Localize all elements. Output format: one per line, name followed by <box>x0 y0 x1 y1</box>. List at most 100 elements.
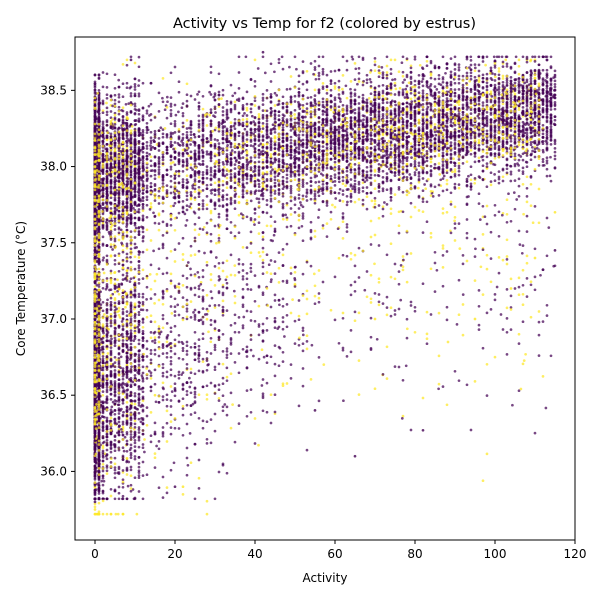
point-non-estrus <box>221 462 225 466</box>
point-estrus <box>505 238 509 242</box>
point-non-estrus <box>469 55 473 59</box>
point-non-estrus <box>421 77 425 81</box>
point-estrus <box>389 58 393 62</box>
point-non-estrus <box>221 118 225 122</box>
point-estrus <box>201 107 205 111</box>
point-non-estrus <box>153 221 157 225</box>
point-non-estrus <box>445 171 449 175</box>
point-non-estrus <box>241 287 245 291</box>
point-non-estrus <box>149 434 153 438</box>
point-non-estrus <box>361 114 365 117</box>
point-non-estrus <box>169 413 173 417</box>
point-estrus <box>189 254 193 257</box>
point-estrus <box>169 420 173 423</box>
point-non-estrus <box>213 327 217 330</box>
point-estrus <box>169 249 173 253</box>
point-non-estrus <box>457 77 461 81</box>
point-non-estrus <box>505 142 509 145</box>
point-non-estrus <box>165 173 169 177</box>
point-non-estrus <box>265 116 269 120</box>
point-non-estrus <box>253 442 257 445</box>
point-non-estrus <box>197 295 201 299</box>
point-estrus <box>451 110 455 114</box>
point-non-estrus <box>509 76 513 79</box>
point-non-estrus <box>253 223 256 226</box>
point-non-estrus <box>509 170 513 174</box>
point-non-estrus <box>544 406 548 410</box>
point-non-estrus <box>193 387 197 390</box>
point-non-estrus <box>113 111 117 115</box>
point-non-estrus <box>529 141 533 144</box>
point-non-estrus <box>161 209 165 213</box>
point-estrus <box>253 58 257 62</box>
point-non-estrus <box>270 278 273 281</box>
point-estrus <box>189 196 193 200</box>
point-estrus <box>161 381 165 385</box>
point-non-estrus <box>133 426 137 429</box>
point-non-estrus <box>497 93 501 96</box>
point-estrus <box>325 137 329 141</box>
point-non-estrus <box>483 215 487 219</box>
point-non-estrus <box>221 168 225 171</box>
point-non-estrus <box>153 173 157 177</box>
point-non-estrus <box>193 345 197 349</box>
point-non-estrus <box>393 159 397 162</box>
point-estrus <box>465 160 469 164</box>
point-estrus <box>521 268 525 272</box>
point-non-estrus <box>197 101 201 105</box>
point-non-estrus <box>525 195 529 198</box>
point-non-estrus <box>122 449 126 453</box>
point-non-estrus <box>121 301 125 305</box>
point-estrus <box>133 402 137 406</box>
point-estrus <box>429 160 433 164</box>
point-non-estrus <box>433 290 437 293</box>
point-non-estrus <box>273 91 277 95</box>
point-non-estrus <box>193 286 197 290</box>
point-non-estrus <box>233 313 237 317</box>
point-non-estrus <box>105 113 109 117</box>
point-estrus <box>129 474 133 478</box>
point-estrus <box>109 313 113 316</box>
point-non-estrus <box>400 61 404 65</box>
point-non-estrus <box>110 405 114 409</box>
point-non-estrus <box>525 60 529 64</box>
point-non-estrus <box>261 160 265 164</box>
point-non-estrus <box>237 316 241 319</box>
point-non-estrus <box>261 103 265 106</box>
point-non-estrus <box>169 279 173 283</box>
point-non-estrus <box>173 248 177 251</box>
point-non-estrus <box>477 112 481 116</box>
point-non-estrus <box>133 83 137 86</box>
point-estrus <box>113 121 117 124</box>
point-estrus <box>537 187 541 191</box>
point-estrus <box>121 63 125 66</box>
point-estrus <box>537 221 541 225</box>
point-non-estrus <box>317 77 321 81</box>
point-non-estrus <box>165 404 169 408</box>
point-non-estrus <box>165 256 169 260</box>
point-non-estrus <box>253 184 257 188</box>
point-non-estrus <box>309 176 313 180</box>
point-estrus <box>252 220 256 224</box>
point-non-estrus <box>365 135 369 139</box>
point-non-estrus <box>401 70 405 74</box>
point-estrus <box>153 336 157 339</box>
point-non-estrus <box>513 81 517 85</box>
point-non-estrus <box>385 116 389 120</box>
point-non-estrus <box>157 486 161 490</box>
point-non-estrus <box>421 66 424 70</box>
point-estrus <box>93 505 97 509</box>
point-non-estrus <box>449 231 453 235</box>
point-non-estrus <box>197 284 201 288</box>
point-non-estrus <box>533 155 537 159</box>
point-non-estrus <box>545 159 549 163</box>
point-non-estrus <box>113 399 117 402</box>
point-non-estrus <box>180 106 184 110</box>
point-estrus <box>457 161 461 165</box>
point-non-estrus <box>169 218 173 221</box>
point-non-estrus <box>193 308 197 312</box>
point-non-estrus <box>354 67 358 71</box>
point-estrus <box>521 182 525 186</box>
point-estrus <box>157 213 161 217</box>
point-estrus <box>309 378 313 381</box>
